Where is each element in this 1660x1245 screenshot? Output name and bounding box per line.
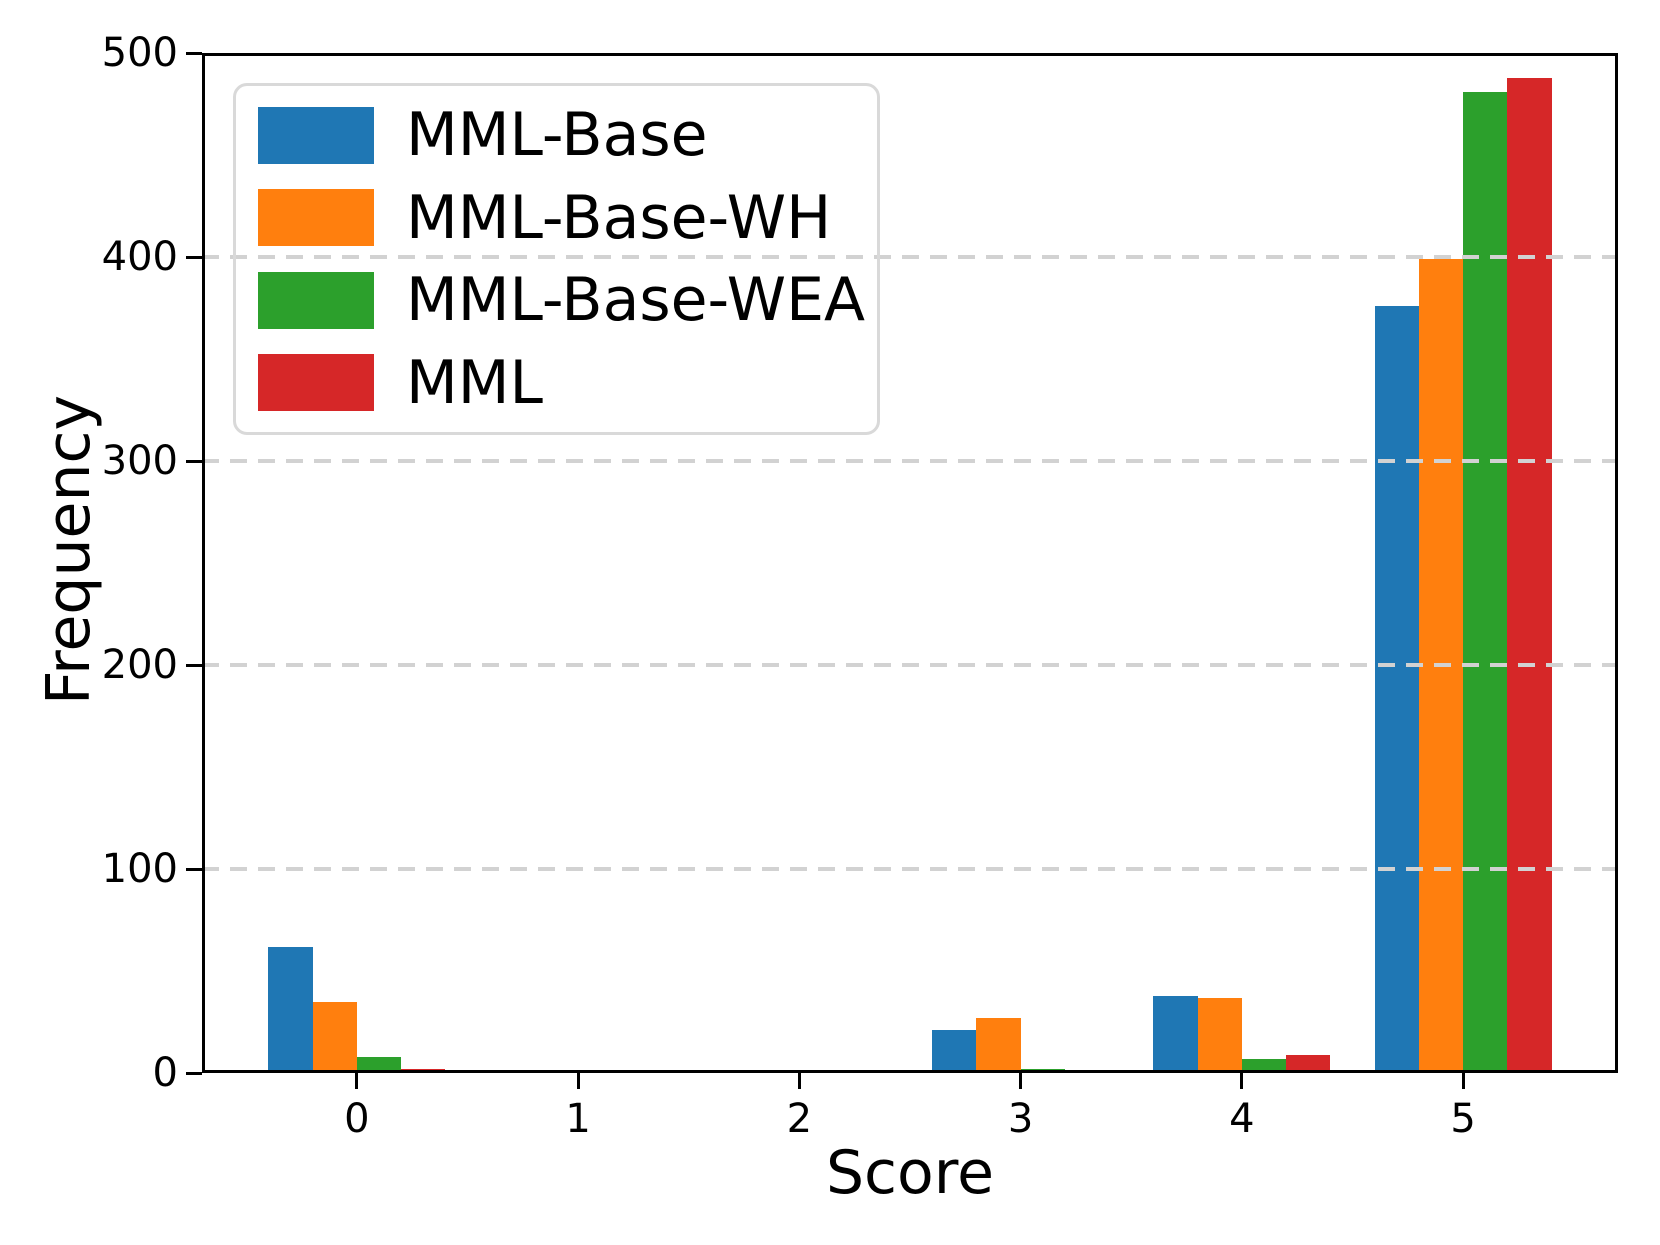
bar-MML-Base-WEA-score-3 xyxy=(1020,1068,1065,1073)
y-tick-100 xyxy=(186,867,202,871)
gridline-y-300 xyxy=(202,459,1618,463)
x-axis-label: Score xyxy=(825,1138,995,1208)
y-tick-label-300: 300 xyxy=(101,438,178,484)
legend-swatch-MML xyxy=(258,354,374,412)
bar-MML-Base-WH-score-4 xyxy=(1197,997,1242,1073)
legend-item-MML-Base: MML-Base xyxy=(236,95,877,175)
legend-label-MML-Base: MML-Base xyxy=(406,100,708,171)
bar-MML-score-0 xyxy=(401,1068,446,1073)
x-tick-0 xyxy=(355,1073,359,1089)
x-tick-3 xyxy=(1019,1073,1023,1089)
x-tick-label-5: 5 xyxy=(1450,1096,1476,1142)
x-tick-label-4: 4 xyxy=(1229,1096,1255,1142)
legend-item-MML: MML xyxy=(236,343,877,423)
bar-MML-Base-WEA-score-4 xyxy=(1241,1058,1287,1073)
y-tick-label-200: 200 xyxy=(101,642,178,688)
bar-MML-Base-score-5 xyxy=(1374,306,1419,1073)
bar-MML-Base-WEA-score-5 xyxy=(1463,91,1508,1073)
bar-MML-Base-WEA-score-0 xyxy=(356,1056,402,1073)
bar-MML-Base-WH-score-3 xyxy=(976,1017,1021,1073)
legend-label-MML-Base-WEA: MML-Base-WEA xyxy=(406,265,866,336)
x-tick-4 xyxy=(1240,1073,1244,1089)
x-tick-label-2: 2 xyxy=(786,1096,813,1142)
legend-item-MML-Base-WH: MML-Base-WH xyxy=(236,178,877,258)
bar-MML-Base-score-3 xyxy=(932,1030,977,1073)
legend-swatch-MML-Base xyxy=(258,106,374,164)
gridline-y-200 xyxy=(202,663,1618,667)
x-tick-1 xyxy=(576,1073,580,1089)
bar-MML-Base-score-4 xyxy=(1153,995,1198,1073)
x-tick-label-3: 3 xyxy=(1007,1096,1034,1142)
legend-label-MML: MML xyxy=(406,347,543,418)
legend-swatch-MML-Base-WEA xyxy=(258,271,374,329)
legend-swatch-MML-Base-WH xyxy=(258,189,374,247)
y-tick-0 xyxy=(186,1071,202,1075)
x-tick-5 xyxy=(1461,1073,1465,1089)
y-tick-label-500: 500 xyxy=(101,30,178,76)
bar-MML-Base-WH-score-0 xyxy=(312,1001,357,1073)
x-tick-label-0: 0 xyxy=(344,1096,370,1142)
y-tick-label-0: 0 xyxy=(152,1050,178,1096)
legend-label-MML-Base-WH: MML-Base-WH xyxy=(406,182,832,253)
bar-MML-Base-score-0 xyxy=(268,946,313,1073)
gridline-y-400 xyxy=(202,255,1618,259)
bar-MML-Base-WH-score-1 xyxy=(533,1071,579,1073)
y-tick-200 xyxy=(186,663,202,667)
plot-area xyxy=(202,53,1618,1073)
bar-MML-score-4 xyxy=(1286,1054,1331,1073)
y-tick-label-100: 100 xyxy=(101,846,178,892)
legend: MML-Base MML-Base-WH MML-Base-WEA MML xyxy=(233,83,880,435)
y-tick-400 xyxy=(186,255,202,259)
bar-MML-score-5 xyxy=(1507,77,1552,1073)
y-tick-500 xyxy=(186,51,202,55)
gridline-y-100 xyxy=(202,867,1618,871)
x-tick-2 xyxy=(797,1073,801,1089)
y-tick-label-400: 400 xyxy=(101,234,178,280)
x-tick-label-1: 1 xyxy=(565,1096,591,1142)
y-tick-300 xyxy=(186,459,202,463)
legend-item-MML-Base-WEA: MML-Base-WEA xyxy=(236,260,877,340)
